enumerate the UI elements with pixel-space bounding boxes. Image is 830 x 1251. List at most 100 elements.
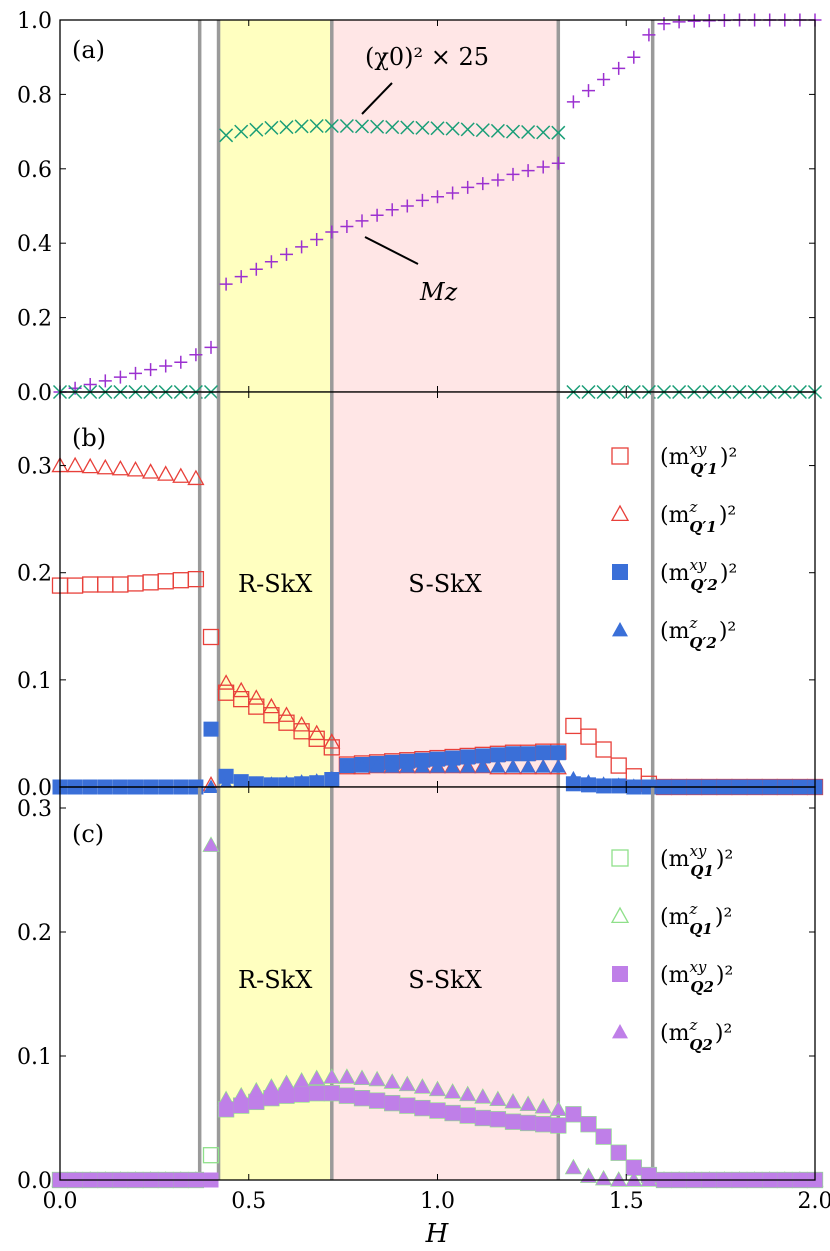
data-point [172,467,190,483]
legend-marker [612,1024,628,1039]
data-point [535,745,551,761]
data-point [217,674,235,690]
data-point [157,573,174,590]
data-point [445,1084,461,1098]
data-point [219,277,233,291]
data-point [82,779,98,793]
data-point [431,190,444,204]
data-point [248,1083,264,1097]
data-point [173,1172,189,1186]
data-point [672,15,686,29]
data-point [701,1172,717,1186]
legend-entry: (mz Q2)² [612,1016,732,1054]
data-point [248,698,265,715]
data-point [309,118,324,134]
legend-label: (mxy Q2)² [660,958,733,996]
data-point [566,95,580,109]
panel-label: (a) [72,36,105,64]
data-point [656,1172,672,1186]
legend-label: (mz Q2)² [660,1016,732,1054]
data-point [551,156,565,170]
data-point [324,1085,340,1101]
data-point [581,774,596,788]
data-point [520,759,536,773]
data-point [475,759,491,773]
data-point [475,748,491,764]
data-point [158,1172,174,1186]
x-tick-label: 1.5 [609,1189,644,1214]
data-point [550,1101,566,1116]
y-tick-label: 0.2 [17,307,52,332]
annotation-mz: Mz [419,278,458,306]
data-point [369,1093,385,1109]
data-point [339,759,355,773]
data-point [399,759,415,773]
data-point [611,1145,627,1161]
region-label-rskx: R-SkX [238,966,312,994]
data-point [385,120,400,135]
data-point [232,681,250,698]
data-point [294,1086,310,1102]
legend-label: (mz Q′2)² [660,614,736,652]
data-point [400,199,414,213]
x-tick-label: 1.0 [420,1189,455,1214]
data-point [792,779,808,793]
data-point [476,177,490,191]
data-point [702,14,716,28]
data-point [536,125,551,140]
legend-entry: (mxy Q1)² [611,842,733,880]
data-point [475,123,490,138]
legend: (mxy Q1)² (mz Q1)² (mxy Q2)² (mz Q2)² [610,842,733,1054]
x-tick-label: 0.5 [231,1189,266,1214]
data-point [203,837,219,852]
data-point [263,1090,279,1106]
data-point [262,697,281,714]
data-point [460,749,476,765]
phase-region-2 [331,20,559,392]
data-point [111,459,130,476]
x-axis-label: H [425,1219,450,1249]
data-point [279,1088,294,1104]
data-point [747,779,763,793]
data-point [187,570,205,588]
data-point [551,125,566,140]
data-point [612,61,626,75]
data-point [491,173,505,187]
data-point [580,728,597,745]
data-point [203,721,219,737]
data-point [762,779,778,793]
data-point [264,120,279,135]
data-point [82,576,99,593]
y-tick-label: 0.3 [17,455,52,480]
data-point [202,628,220,646]
data-point [610,757,627,774]
data-point [249,262,263,276]
data-point [83,378,97,392]
data-point [430,759,445,773]
data-point [263,1079,279,1093]
data-point [112,779,128,793]
region-label-sskx: S-SkX [408,966,482,994]
data-point [143,1172,159,1186]
data-point [595,741,612,758]
data-point [535,1116,551,1132]
data-point [310,232,324,246]
series-1 [53,13,822,399]
legend-entry: (mz Q1)² [610,900,732,938]
data-point [626,778,642,792]
panel-label: (b) [72,424,106,452]
data-point [113,370,127,384]
data-point [218,1101,234,1117]
data-point [505,1094,521,1108]
data-point [415,120,430,135]
data-point [128,1172,143,1186]
data-point [370,208,384,222]
data-point [384,1074,400,1089]
data-point [324,1069,340,1084]
data-point [158,779,174,793]
legend-marker [612,564,628,580]
data-point [233,1088,249,1102]
phase-region-1 [218,20,332,392]
data-point [445,750,461,766]
data-point [354,119,370,134]
